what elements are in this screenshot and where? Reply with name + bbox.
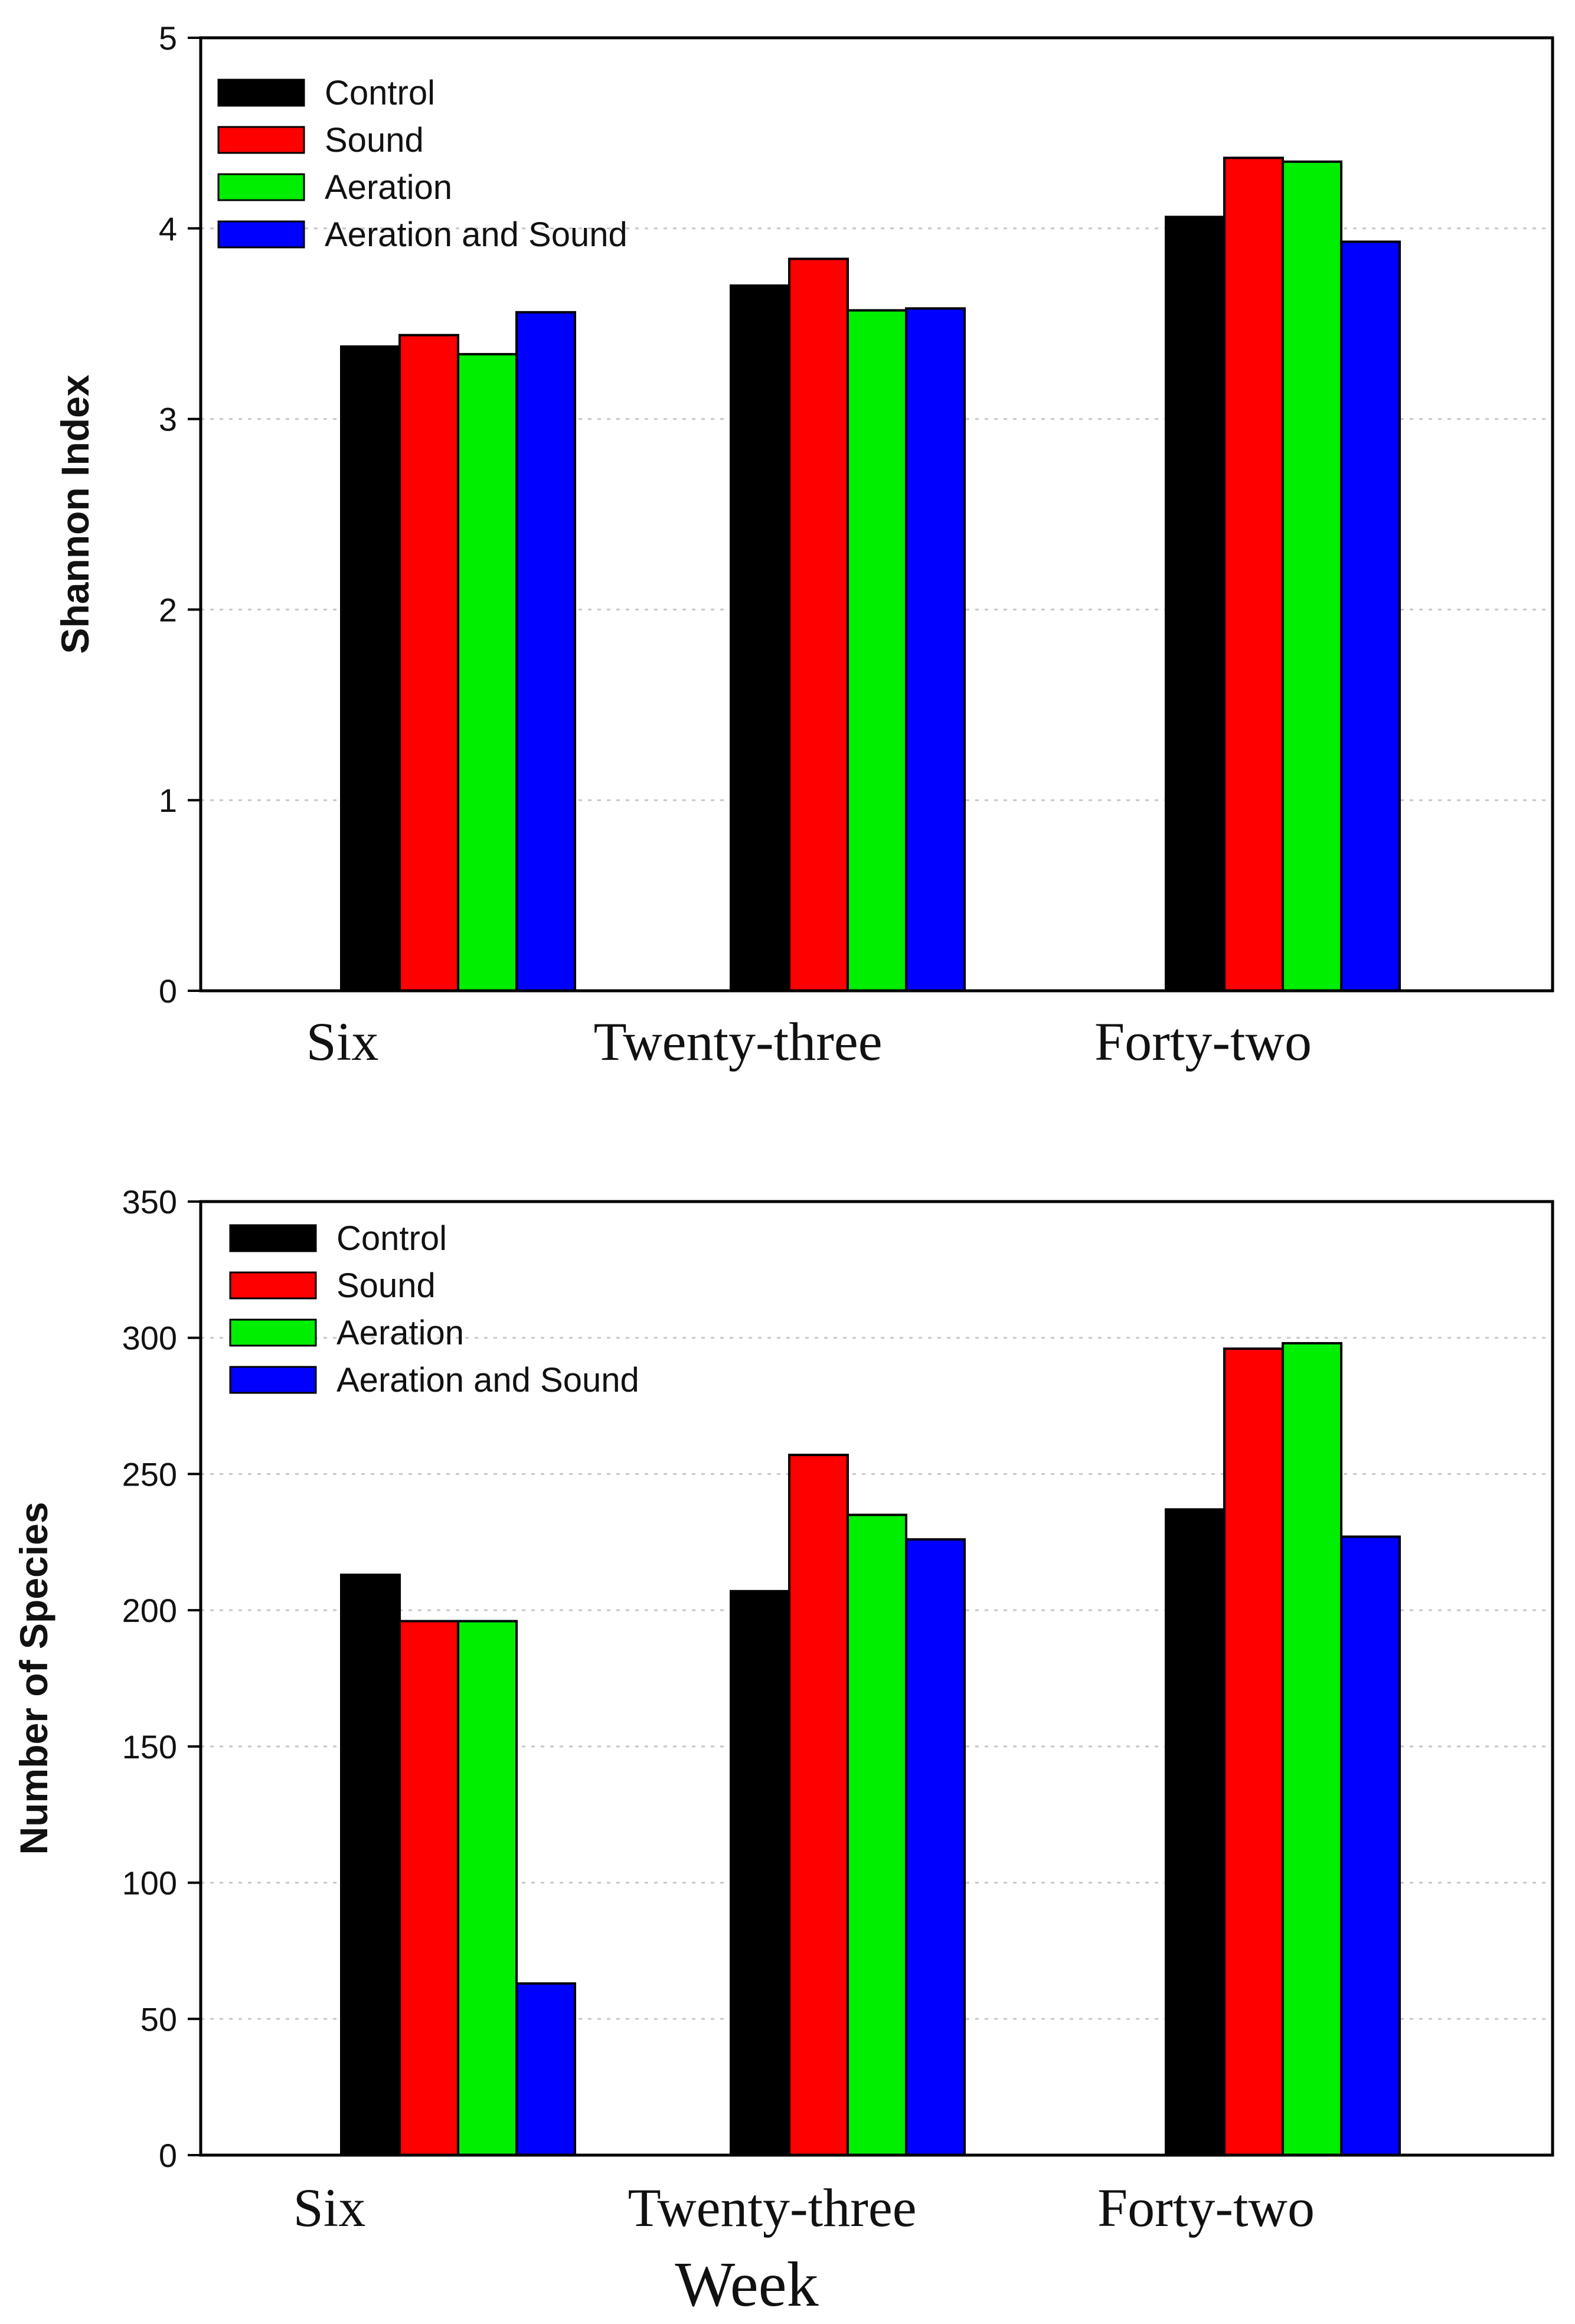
legend-label-aeration: Aeration [325,168,452,207]
bar-aeration-six [457,352,518,992]
y-tick-label: 1 [159,782,177,819]
bar-control-forty-two [1165,1508,1226,2156]
y-tick-label: 250 [122,1455,177,1493]
bar-sound-forty-two [1223,156,1284,992]
y-tick-label: 150 [122,1728,177,1765]
x-category-label: Six [293,2178,366,2238]
legend-swatch-aeration-and-sound [229,1366,317,1394]
legend-label-aeration: Aeration [336,1314,464,1352]
legend-label-aeration-and-sound: Aeration and Sound [325,216,628,254]
legend-swatch-control [229,1224,317,1252]
bar-aeration-and-sound-six [515,1982,576,2157]
legend-swatch-aeration [217,173,305,201]
y-tick-label: 350 [122,1183,177,1220]
bar-control-forty-two [1165,216,1226,992]
chart-panel-1: 0 1 2 3 4 5 Six Twenty-three Forty-two Control Sou… [53,19,1554,1072]
bar-aeration-twenty-three [847,309,907,992]
bar-aeration-and-sound-forty-two [1340,1535,1401,2156]
plot-frame [199,36,1554,993]
y-tick-label: 300 [122,1320,177,1357]
bar-aeration-and-sound-twenty-three [905,1538,966,2156]
bar-aeration-forty-two [1282,1341,1342,2156]
bar-sound-six [398,1620,459,2157]
bar-aeration-twenty-three [847,1513,907,2156]
bar-aeration-and-sound-twenty-three [905,307,966,992]
y-tick-label: 5 [159,19,177,57]
plot-frame [199,1200,1554,2157]
bar-sound-twenty-three [788,257,849,992]
legend-swatch-sound [217,126,305,154]
x-category-label: Twenty-three [628,2178,916,2238]
bar-control-twenty-three [730,284,790,992]
y-tick-label: 200 [122,1592,177,1629]
y-tick-label: 2 [159,591,177,628]
legend: Control Sound Aeration Aeration and Sound [217,74,628,254]
bar-aeration-and-sound-six [515,311,576,992]
x-category-label: Six [306,1011,379,1072]
legend-label-control: Control [325,74,435,112]
chart-panel-2: 0 50 100 150 200 250 300 350 Six Twenty-three Fort… [12,1183,1554,2320]
y-tick-label: 3 [159,401,177,438]
x-axis-title: Week [675,2250,818,2320]
legend-label-aeration-and-sound: Aeration and Sound [336,1361,639,1399]
legend-swatch-sound [229,1271,317,1300]
bar-control-twenty-three [730,1589,790,2156]
bar-control-six [340,345,401,992]
bar-control-six [340,1574,401,2157]
y-axis-title: Number of Species [12,1502,55,1855]
legend-swatch-aeration [229,1318,317,1347]
bar-aeration-forty-two [1282,160,1342,993]
x-category-label: Twenty-three [593,1011,882,1072]
legend-label-sound: Sound [336,1267,436,1305]
bar-sound-twenty-three [788,1454,849,2157]
legend-swatch-aeration-and-sound [217,220,305,249]
y-axis-title: Shannon Index [53,374,97,654]
y-tick-label: 4 [159,210,177,247]
bar-sound-six [398,334,459,992]
bar-aeration-six [457,1620,518,2157]
y-tick-label: 0 [159,2137,177,2174]
y-tick-label: 0 [159,972,177,1010]
bar-aeration-and-sound-forty-two [1340,240,1401,992]
legend-swatch-control [217,79,305,107]
y-tick-label: 100 [122,1865,177,1902]
y-tick-label: 50 [140,2000,177,2038]
legend-label-sound: Sound [325,121,424,159]
legend-label-control: Control [336,1219,447,1258]
legend: Control Sound Aeration Aeration and Sound [229,1219,639,1399]
x-category-label: Forty-two [1094,1011,1312,1072]
x-category-label: Forty-two [1097,2178,1315,2238]
bar-sound-forty-two [1223,1347,1284,2156]
